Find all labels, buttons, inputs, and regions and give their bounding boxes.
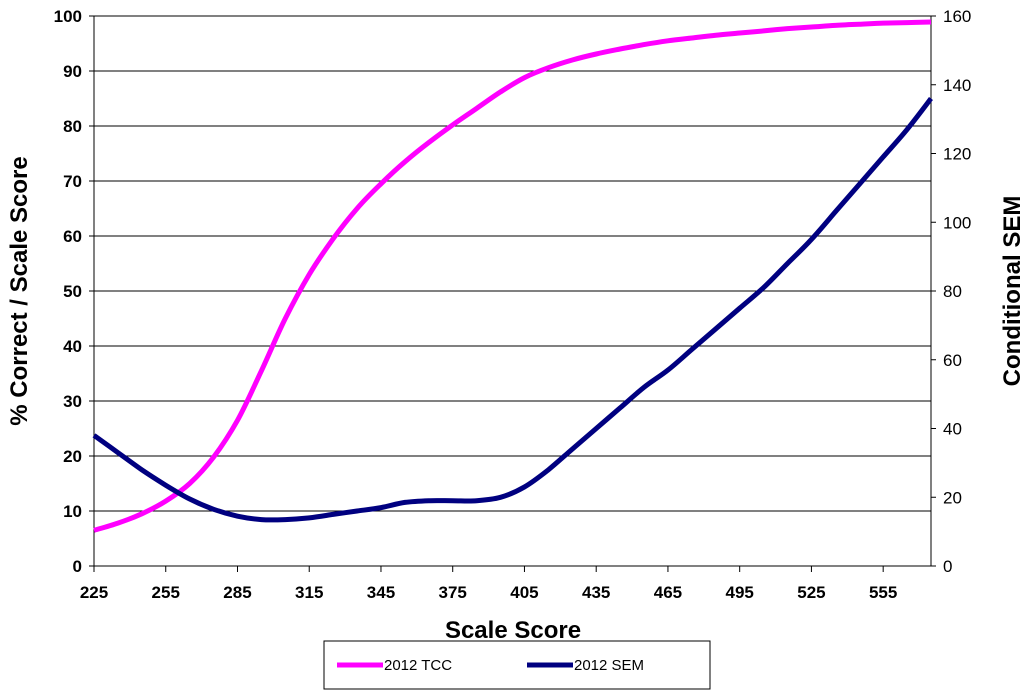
y-left-tick-label: 90: [63, 62, 82, 81]
x-tick-label: 225: [80, 583, 108, 602]
series-layer: [92, 19, 933, 533]
series-line-sem: [92, 96, 933, 523]
y-right-tick-label: 60: [943, 351, 962, 370]
left-axis-ticks: 0 10 20 30 40 50 60 70 80 90 100: [54, 7, 94, 576]
y-left-tick-label: 50: [63, 282, 82, 301]
x-tick-label: 495: [725, 583, 753, 602]
x-tick-label: 255: [152, 583, 180, 602]
y-axis-title-left: % Correct / Scale Score: [6, 156, 33, 425]
y-right-tick-label: 140: [943, 76, 971, 95]
x-axis-ticks: 225 255 285 315 345 375 405 435 465 495 525 555: [80, 566, 897, 602]
x-tick-label: 405: [510, 583, 538, 602]
y-left-tick-label: 20: [63, 447, 82, 466]
legend-label-sem: 2012 SEM: [574, 657, 644, 674]
y-left-tick-label: 80: [63, 117, 82, 136]
legend: 2012 TCC 2012 SEM: [323, 640, 711, 690]
y-left-tick-label: 40: [63, 337, 82, 356]
y-left-tick-label: 100: [54, 7, 82, 26]
y-right-tick-label: 0: [943, 557, 952, 576]
y-left-tick-label: 10: [63, 502, 82, 521]
y-right-tick-label: 20: [943, 488, 962, 507]
legend-box: [323, 640, 711, 690]
y-left-tick-label: 0: [73, 557, 82, 576]
x-tick-label: 555: [869, 583, 897, 602]
y-left-tick-label: 60: [63, 227, 82, 246]
y-right-tick-label: 100: [943, 213, 971, 232]
x-tick-label: 315: [295, 583, 323, 602]
x-tick-label: 285: [223, 583, 251, 602]
x-tick-label: 465: [654, 583, 682, 602]
y-right-tick-label: 160: [943, 7, 971, 26]
y-right-tick-label: 40: [943, 420, 962, 439]
y-left-tick-label: 70: [63, 172, 82, 191]
right-axis-ticks: 0 20 40 60 80 100 120 140 160: [931, 7, 971, 576]
legend-label-tcc: 2012 TCC: [384, 657, 452, 674]
x-tick-label: 375: [439, 583, 467, 602]
gridlines: [94, 70, 931, 512]
series-line-tcc: [93, 19, 932, 533]
x-tick-label: 435: [582, 583, 610, 602]
y-axis-title-right: Conditional SEM: [999, 196, 1026, 387]
x-axis-title: Scale Score: [445, 617, 581, 644]
y-right-tick-label: 120: [943, 145, 971, 164]
y-left-tick-label: 30: [63, 392, 82, 411]
x-tick-label: 345: [367, 583, 395, 602]
y-right-tick-label: 80: [943, 282, 962, 301]
x-tick-label: 525: [797, 583, 825, 602]
